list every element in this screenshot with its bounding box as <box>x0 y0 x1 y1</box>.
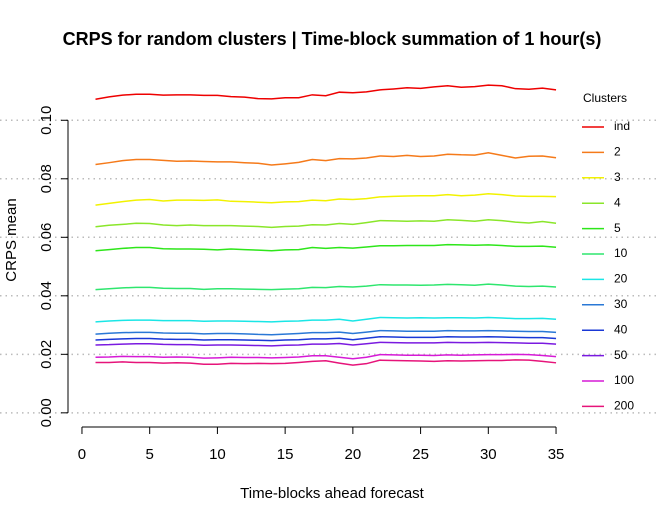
legend-title: Clusters <box>583 91 627 105</box>
series-line <box>95 218 557 229</box>
legend-label: 50 <box>614 348 628 362</box>
legend-label: 30 <box>614 297 628 311</box>
legend-label: 3 <box>614 170 621 184</box>
legend-label: 2 <box>614 145 621 159</box>
x-tick-label: 35 <box>548 446 565 463</box>
series-line <box>95 329 557 336</box>
series-line <box>95 336 557 342</box>
y-tick-label: 0.10 <box>38 106 55 135</box>
series-line <box>95 192 557 206</box>
y-tick-label: 0.06 <box>38 223 55 252</box>
series-line <box>95 353 557 360</box>
series-line <box>95 243 557 252</box>
series-line <box>95 341 557 347</box>
legend-label: 5 <box>614 221 621 235</box>
series-line <box>95 283 557 291</box>
x-tick-label: 15 <box>277 446 294 463</box>
legend-label: 40 <box>614 322 628 336</box>
y-axis-label: CRPS mean <box>3 198 20 281</box>
x-tick-label: 20 <box>345 446 362 463</box>
legend-label: 100 <box>614 373 634 387</box>
y-tick-label: 0.04 <box>38 281 55 310</box>
chart-title: CRPS for random clusters | Time-block su… <box>63 29 602 49</box>
series-line <box>95 316 557 323</box>
legend-label: 10 <box>614 246 628 260</box>
legend-label: 4 <box>614 195 621 209</box>
x-tick-label: 5 <box>146 446 154 463</box>
x-tick-label: 0 <box>78 446 86 463</box>
y-tick-label: 0.08 <box>38 164 55 193</box>
x-tick-label: 25 <box>412 446 429 463</box>
legend-label: ind <box>614 119 630 133</box>
legend-label: 200 <box>614 399 634 413</box>
y-tick-label: 0.00 <box>38 398 55 427</box>
x-axis-label: Time-blocks ahead forecast <box>240 485 425 502</box>
x-tick-label: 10 <box>209 446 226 463</box>
x-tick-label: 30 <box>480 446 497 463</box>
series-line <box>95 359 557 366</box>
series-line <box>95 151 557 166</box>
series-line <box>95 84 557 100</box>
y-tick-label: 0.02 <box>38 340 55 369</box>
legend-label: 20 <box>614 272 628 286</box>
